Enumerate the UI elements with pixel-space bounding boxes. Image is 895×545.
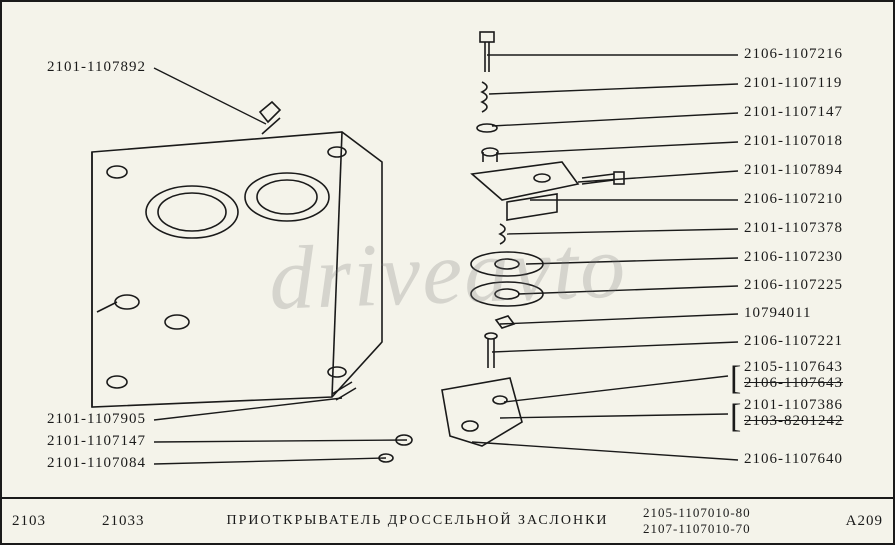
part-number: 2106-1107640 bbox=[744, 451, 843, 468]
part-number: 2101-1107084 bbox=[47, 455, 146, 472]
part-number: 2101-1107894 bbox=[744, 162, 843, 179]
part-number: 2103-8201242 bbox=[744, 413, 844, 430]
watermark: driveavto bbox=[267, 215, 628, 330]
part-number: 2106-1107643 bbox=[744, 375, 843, 392]
part-number: 2106-1107210 bbox=[744, 191, 843, 208]
model-code: 2103 bbox=[2, 513, 92, 530]
part-number: 2101-1107119 bbox=[744, 75, 842, 92]
plate-code: A209 bbox=[813, 513, 893, 530]
part-number: 2106-1107230 bbox=[744, 249, 843, 266]
part-number: 2101-1107147 bbox=[744, 104, 843, 121]
part-number: 2101-1107892 bbox=[47, 59, 146, 76]
model-code: 21033 bbox=[92, 513, 202, 530]
part-number: 2101-1107018 bbox=[744, 133, 843, 150]
part-number: 2106-1107225 bbox=[744, 277, 843, 294]
part-number: 10794011 bbox=[744, 305, 811, 322]
assembly-code: 2105-1107010-80 bbox=[643, 505, 803, 521]
bracket-icon: [ bbox=[730, 362, 741, 396]
part-number: 2101-1107147 bbox=[47, 433, 146, 450]
part-number: 2105-1107643 bbox=[744, 359, 843, 376]
part-number: 2106-1107221 bbox=[744, 333, 843, 350]
part-number: 2101-1107386 bbox=[744, 397, 843, 414]
part-number: 2101-1107905 bbox=[47, 411, 146, 428]
assembly-codes: 2105-1107010-80 2107-1107010-70 bbox=[633, 505, 813, 536]
title-block: 2103 21033 ПРИОТКРЫВАТЕЛЬ ДРОССЕЛЬНОЙ ЗА… bbox=[2, 497, 893, 543]
part-number: 2106-1107216 bbox=[744, 46, 843, 63]
diagram-frame: 2101-1107892 2101-1107905 2101-1107147 2101… bbox=[0, 0, 895, 545]
assembly-code: 2107-1107010-70 bbox=[643, 521, 803, 537]
diagram-title: ПРИОТКРЫВАТЕЛЬ ДРОССЕЛЬНОЙ ЗАСЛОНКИ bbox=[202, 513, 633, 529]
bracket-icon: [ bbox=[730, 400, 741, 434]
part-number: 2101-1107378 bbox=[744, 220, 843, 237]
